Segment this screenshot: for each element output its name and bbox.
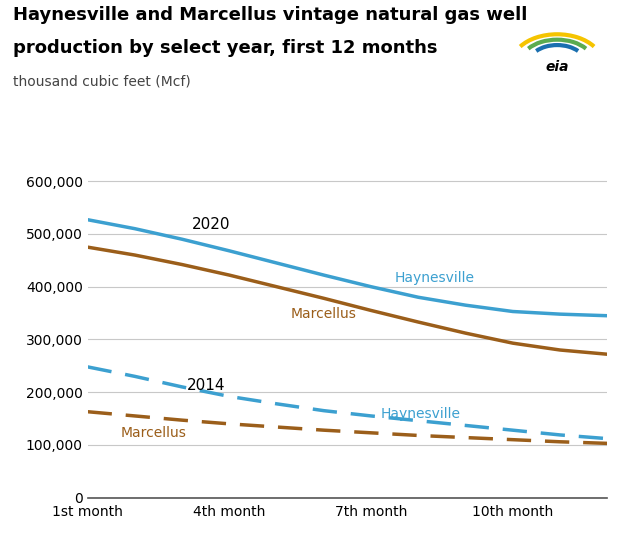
Text: production by select year, first 12 months: production by select year, first 12 mont… [13,39,437,57]
Text: Haynesville: Haynesville [381,406,461,420]
Text: thousand cubic feet (Mcf): thousand cubic feet (Mcf) [13,75,190,88]
Text: 2014: 2014 [187,378,225,393]
Text: 2020: 2020 [192,217,230,232]
Text: Marcellus: Marcellus [290,307,357,321]
Text: Haynesville: Haynesville [394,272,475,285]
Text: Haynesville and Marcellus vintage natural gas well: Haynesville and Marcellus vintage natura… [13,6,527,24]
Text: Marcellus: Marcellus [121,425,187,440]
Text: eia: eia [545,60,569,74]
